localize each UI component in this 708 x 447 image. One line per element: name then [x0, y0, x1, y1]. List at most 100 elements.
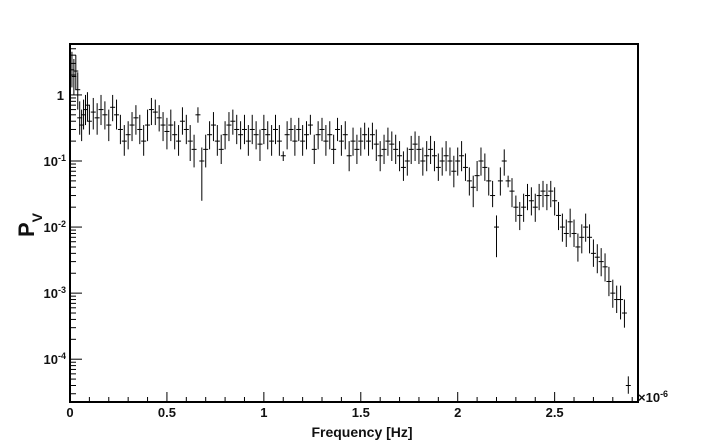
- x-multiplier-exponent: -6: [660, 389, 668, 399]
- data-point: [435, 153, 441, 181]
- data-point: [486, 167, 492, 196]
- data-point: [354, 134, 360, 165]
- data-point: [148, 97, 154, 126]
- data-point: [319, 117, 325, 142]
- data-point: [598, 248, 604, 277]
- data-point: [304, 121, 310, 150]
- data-point: [381, 134, 387, 165]
- data-point: [129, 112, 135, 142]
- data-point: [245, 125, 251, 156]
- data-point: [203, 134, 209, 168]
- data-point: [451, 155, 457, 188]
- data-point: [284, 121, 290, 150]
- data-point: [385, 127, 391, 156]
- data-point: [497, 167, 503, 196]
- data-point: [125, 121, 131, 150]
- data-point: [311, 134, 317, 165]
- y-tick-label: 10-3: [44, 285, 66, 301]
- data-point: [536, 183, 542, 211]
- data-point: [172, 121, 178, 150]
- data-point: [443, 141, 449, 172]
- data-point: [606, 266, 612, 297]
- data-point: [272, 114, 278, 145]
- data-point: [234, 114, 240, 145]
- data-point: [292, 125, 298, 156]
- data-point: [187, 125, 193, 161]
- y-tick-label: 10-2: [44, 219, 66, 235]
- y-axis-label: PV: [14, 212, 45, 237]
- data-point: [249, 114, 255, 145]
- x-tick-label: 2: [454, 405, 461, 420]
- data-point: [288, 117, 294, 142]
- data-point: [400, 151, 406, 181]
- data-point: [121, 125, 127, 156]
- data-point: [544, 183, 550, 211]
- data-point: [265, 121, 271, 150]
- data-point: [98, 94, 104, 126]
- plot-frame: [69, 43, 639, 403]
- data-point: [152, 99, 158, 126]
- data-point: [238, 121, 244, 150]
- data-point: [369, 122, 375, 150]
- data-point: [210, 112, 216, 142]
- data-point: [350, 127, 356, 156]
- x-tick-label: 0.5: [158, 405, 176, 420]
- data-point: [389, 131, 395, 161]
- data-point: [474, 160, 480, 192]
- data-point: [156, 105, 162, 132]
- data-point: [86, 105, 92, 135]
- data-point: [179, 107, 185, 135]
- data-point: [226, 112, 232, 142]
- data-point: [559, 213, 565, 242]
- data-point: [478, 147, 484, 176]
- data-point: [602, 253, 608, 282]
- data-point: [397, 141, 403, 172]
- data-point: [307, 114, 313, 135]
- data-point: [587, 224, 593, 254]
- x-axis: 0 0.5 1 1.5 2 2.5: [66, 392, 633, 420]
- data-point: [501, 149, 507, 176]
- data-point: [257, 129, 263, 161]
- data-point: [90, 97, 96, 130]
- data-point: [366, 127, 372, 156]
- data-point: [579, 224, 585, 254]
- data-point: [218, 134, 224, 165]
- data-point: [73, 55, 79, 90]
- data-point: [420, 147, 426, 176]
- data-point: [362, 122, 368, 150]
- data-point: [610, 279, 616, 308]
- data-point: [214, 125, 220, 156]
- data-point: [117, 114, 123, 145]
- data-point: [431, 141, 437, 172]
- data-point: [241, 114, 247, 145]
- data-point: [567, 208, 573, 238]
- data-point: [253, 121, 259, 150]
- x-tick-label: 1.5: [352, 405, 370, 420]
- data-point: [505, 175, 511, 188]
- data-point: [102, 101, 108, 130]
- data-point: [327, 121, 333, 150]
- y-tick-label: 10-4: [44, 351, 66, 367]
- x-tick-label: 0: [66, 405, 73, 420]
- data-point: [594, 244, 600, 274]
- data-point: [428, 135, 434, 165]
- data-point: [470, 175, 476, 208]
- data-point: [261, 114, 267, 145]
- data-point: [455, 147, 461, 176]
- data-point: [493, 215, 499, 258]
- data-point: [323, 125, 329, 156]
- data-point: [447, 147, 453, 176]
- data-point: [296, 117, 302, 142]
- x-tick-label: 2.5: [546, 405, 564, 420]
- data-point: [338, 125, 344, 156]
- data-point: [110, 94, 116, 122]
- data-point: [315, 121, 321, 150]
- data-point: [199, 147, 205, 201]
- data-point: [300, 125, 306, 156]
- data-point: [168, 109, 174, 142]
- data-point: [106, 109, 112, 142]
- data-point: [342, 121, 348, 150]
- data-point: [164, 117, 170, 150]
- data-point: [358, 127, 364, 156]
